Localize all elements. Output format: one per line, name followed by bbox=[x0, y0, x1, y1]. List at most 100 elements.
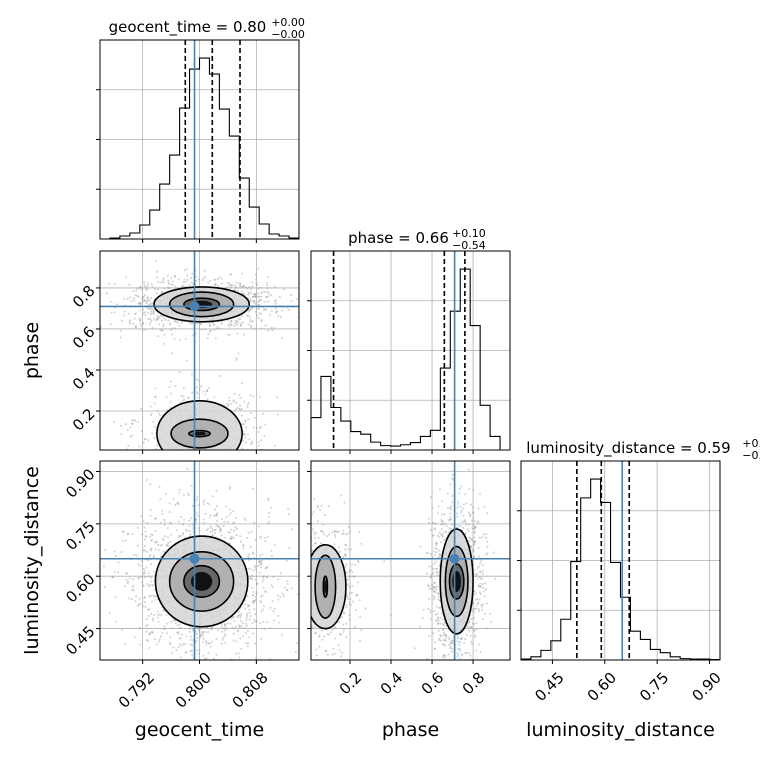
scatter-point bbox=[194, 452, 196, 454]
scatter-point bbox=[186, 274, 188, 276]
scatter-point bbox=[466, 652, 468, 654]
scatter-point bbox=[124, 643, 126, 645]
scatter-point bbox=[121, 320, 123, 322]
scatter-point bbox=[153, 555, 155, 557]
scatter-point bbox=[203, 522, 205, 524]
scatter-point bbox=[249, 615, 251, 617]
scatter-point bbox=[456, 526, 458, 528]
scatter-point bbox=[325, 650, 327, 652]
scatter-point bbox=[438, 536, 440, 538]
scatter-point bbox=[161, 474, 163, 476]
scatter-point bbox=[137, 421, 139, 423]
scatter-point bbox=[150, 595, 152, 597]
scatter-point bbox=[163, 343, 165, 345]
scatter-point bbox=[114, 571, 116, 573]
scatter-point bbox=[194, 450, 196, 452]
scatter-point bbox=[156, 445, 158, 447]
scatter-point bbox=[479, 592, 481, 594]
scatter-point bbox=[233, 620, 235, 622]
scatter-point bbox=[283, 595, 285, 597]
scatter-point bbox=[170, 621, 172, 623]
scatter-point bbox=[450, 662, 452, 664]
scatter-point bbox=[222, 639, 224, 641]
scatter-point bbox=[280, 572, 282, 574]
scatter-point bbox=[264, 540, 266, 542]
scatter-point bbox=[144, 486, 146, 488]
scatter-point bbox=[168, 283, 170, 285]
scatter-point bbox=[217, 467, 219, 469]
scatter-point bbox=[129, 426, 131, 428]
scatter-point bbox=[475, 605, 477, 607]
scatter-point bbox=[149, 318, 151, 320]
scatter-point bbox=[305, 599, 307, 601]
scatter-point bbox=[347, 598, 349, 600]
scatter-point bbox=[431, 584, 433, 586]
scatter-point bbox=[333, 543, 335, 545]
scatter-point bbox=[233, 640, 235, 642]
scatter-point bbox=[430, 529, 432, 531]
scatter-point bbox=[470, 635, 472, 637]
scatter-point bbox=[209, 452, 211, 454]
scatter-point bbox=[235, 402, 237, 404]
scatter-point bbox=[435, 551, 437, 553]
scatter-point bbox=[251, 466, 253, 468]
scatter-point bbox=[339, 551, 341, 553]
scatter-point bbox=[305, 561, 307, 563]
scatter-point bbox=[198, 631, 200, 633]
scatter-point bbox=[250, 300, 252, 302]
scatter-point bbox=[429, 588, 431, 590]
scatter-point bbox=[250, 325, 252, 327]
scatter-point bbox=[205, 456, 207, 458]
scatter-point bbox=[436, 568, 438, 570]
scatter-point bbox=[345, 533, 347, 535]
scatter-point bbox=[350, 549, 352, 551]
scatter-point bbox=[165, 465, 167, 467]
scatter-point bbox=[286, 560, 288, 562]
scatter-point bbox=[473, 617, 475, 619]
scatter-point bbox=[187, 458, 189, 460]
scatter-point bbox=[343, 628, 345, 630]
scatter-point bbox=[144, 438, 146, 440]
scatter-point bbox=[154, 518, 156, 520]
scatter-point bbox=[143, 568, 145, 570]
scatter-point bbox=[217, 629, 219, 631]
scatter-point bbox=[442, 618, 444, 620]
scatter-point bbox=[451, 651, 453, 653]
scatter-point bbox=[266, 462, 268, 464]
scatter-point bbox=[344, 667, 346, 669]
scatter-point bbox=[169, 521, 171, 523]
scatter-point bbox=[234, 458, 236, 460]
scatter-point bbox=[164, 628, 166, 630]
scatter-point bbox=[344, 549, 346, 551]
scatter-point bbox=[448, 653, 450, 655]
scatter-point bbox=[249, 455, 251, 457]
scatter-point bbox=[185, 529, 187, 531]
scatter-point bbox=[297, 609, 299, 611]
scatter-point bbox=[471, 520, 473, 522]
scatter-point bbox=[234, 526, 236, 528]
scatter-point bbox=[332, 654, 334, 656]
scatter-point bbox=[189, 627, 191, 629]
scatter-point bbox=[157, 611, 159, 613]
scatter-point bbox=[427, 455, 429, 457]
scatter-point bbox=[254, 613, 256, 615]
scatter-point bbox=[185, 281, 187, 283]
scatter-point bbox=[250, 321, 252, 323]
scatter-point bbox=[215, 283, 217, 285]
scatter-point bbox=[442, 532, 444, 534]
scatter-point bbox=[168, 542, 170, 544]
scatter-point bbox=[244, 419, 246, 421]
scatter-point bbox=[221, 283, 223, 285]
scatter-point bbox=[133, 300, 135, 302]
scatter-point bbox=[258, 441, 260, 443]
scatter-point bbox=[189, 643, 191, 645]
scatter-point bbox=[167, 287, 169, 289]
scatter-point bbox=[154, 288, 156, 290]
scatter-point bbox=[419, 546, 421, 548]
scatter-point bbox=[147, 282, 149, 284]
scatter-point bbox=[344, 501, 346, 503]
scatter-point bbox=[236, 359, 238, 361]
scatter-point bbox=[303, 556, 305, 558]
scatter-point bbox=[192, 629, 194, 631]
scatter-point bbox=[159, 414, 161, 416]
